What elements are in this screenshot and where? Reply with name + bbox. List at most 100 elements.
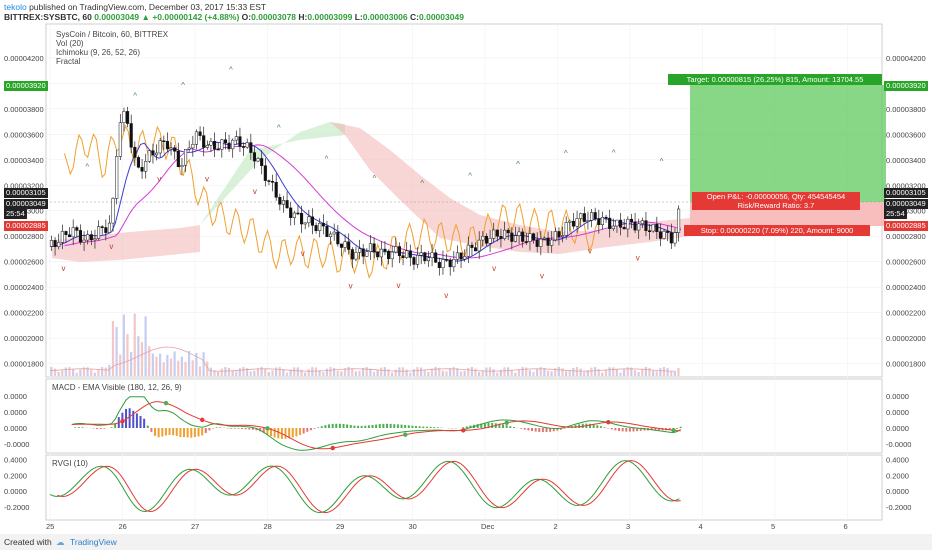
volume-bar bbox=[162, 362, 165, 376]
macd-histogram-bar bbox=[433, 427, 436, 428]
volume-bar bbox=[220, 368, 223, 376]
macd-histogram-bar bbox=[509, 426, 512, 428]
volume-bar bbox=[677, 367, 680, 376]
target-zone[interactable] bbox=[690, 85, 886, 202]
macd-histogram-bar bbox=[190, 428, 193, 438]
macd-histogram-bar bbox=[157, 428, 160, 438]
candle-down bbox=[140, 167, 144, 172]
price-tick-label-right: 0.00002600 bbox=[886, 258, 926, 267]
candle-up bbox=[441, 259, 445, 268]
macd-cross-markers bbox=[120, 400, 676, 451]
volume-ma-line bbox=[49, 346, 674, 372]
volume-bar bbox=[82, 367, 86, 376]
candle-up bbox=[318, 223, 322, 231]
macd-histogram-bar bbox=[676, 428, 679, 429]
volume-bar bbox=[528, 370, 531, 376]
macd-histogram-bar bbox=[219, 427, 222, 428]
candle-up bbox=[155, 152, 159, 156]
macd-histogram-bar bbox=[251, 428, 254, 430]
candle-down bbox=[448, 259, 452, 268]
volume-bar bbox=[517, 369, 521, 376]
macd-histogram-bar bbox=[128, 408, 131, 428]
macd-histogram-bar bbox=[462, 427, 465, 428]
macd-histogram-bar bbox=[589, 423, 592, 428]
fractal-down-icon: v bbox=[588, 247, 592, 256]
volume-bar bbox=[278, 367, 281, 376]
pnl-label: Open P&L: -0.00000056, Qty: 454545454 bbox=[706, 192, 846, 201]
legend-vol[interactable]: Vol (20) bbox=[56, 39, 84, 48]
macd-histogram-bar bbox=[150, 428, 153, 432]
macd-histogram-bar bbox=[382, 423, 385, 428]
volume-bar bbox=[325, 368, 328, 376]
volume-bar bbox=[416, 367, 419, 376]
volume-bar bbox=[659, 368, 662, 376]
candle-up bbox=[354, 252, 358, 260]
volume-bar bbox=[101, 367, 104, 376]
candle-down bbox=[387, 250, 391, 260]
tradingview-brand-link[interactable]: TradingView bbox=[70, 537, 117, 547]
macd-cross-marker bbox=[330, 445, 335, 451]
fractal-down-icon: v bbox=[396, 281, 400, 290]
macd-histogram-bar bbox=[386, 423, 389, 428]
legend-fractal[interactable]: Fractal bbox=[56, 57, 81, 66]
legend-ichimoku[interactable]: Ichimoku (9, 26, 52, 26) bbox=[56, 48, 141, 57]
fractal-down-icon: v bbox=[444, 291, 448, 300]
candle-up bbox=[568, 220, 572, 223]
volume-bar bbox=[57, 372, 60, 376]
volume-bar bbox=[583, 372, 586, 376]
candle-down bbox=[648, 230, 652, 232]
volume-bar bbox=[572, 367, 575, 376]
macd-histogram-bar bbox=[491, 422, 494, 428]
volume-bar bbox=[380, 367, 383, 376]
last-price-tag-right: 0.00003105 bbox=[884, 188, 928, 198]
volume-bars bbox=[50, 313, 680, 376]
candle-up bbox=[292, 212, 296, 218]
macd-histogram-bar bbox=[618, 428, 621, 431]
price-tick-label-right: 0.00002000 bbox=[886, 334, 926, 343]
macd-title[interactable]: MACD - EMA Visible (180, 12, 26, 9) bbox=[52, 383, 182, 392]
fractal-up-icon: ^ bbox=[181, 81, 185, 90]
price-tick-label-right: 0.00002800 bbox=[886, 232, 926, 241]
candle-down bbox=[151, 150, 155, 156]
rvgi-title[interactable]: RVGI (10) bbox=[52, 459, 88, 468]
macd-histogram-bar bbox=[248, 428, 251, 430]
volume-bar bbox=[347, 367, 350, 376]
fractal-down-icon: v bbox=[62, 264, 66, 273]
macd-histogram-bar bbox=[132, 410, 135, 428]
author-link[interactable]: tekolo bbox=[4, 2, 27, 12]
macd-histogram-bar bbox=[469, 425, 472, 428]
volume-bar bbox=[615, 369, 618, 376]
candle-down bbox=[75, 227, 79, 231]
price-change: +0.00000142 (+4.88%) bbox=[152, 12, 240, 22]
macd-pane-frame bbox=[45, 378, 883, 454]
macd-histogram-bar bbox=[541, 428, 544, 433]
candle-down bbox=[571, 220, 576, 227]
volume-bar bbox=[474, 368, 477, 376]
time-tick-label: 28 bbox=[264, 522, 272, 531]
macd-histogram-bar bbox=[96, 428, 99, 429]
macd-histogram-bar bbox=[531, 428, 534, 432]
volume-bar bbox=[507, 367, 510, 376]
macd-histogram-bar bbox=[650, 428, 653, 431]
macd-histogram-bar bbox=[407, 425, 410, 428]
price-tick-label-left: 0.00002000 bbox=[4, 334, 44, 343]
last-price: 0.00003049 bbox=[94, 12, 140, 22]
macd-cross-marker bbox=[671, 428, 676, 433]
macd-histogram-bar bbox=[273, 428, 276, 438]
volume-bar bbox=[666, 368, 669, 376]
volume-bar bbox=[652, 370, 655, 376]
volume-bar bbox=[271, 370, 274, 376]
macd-histogram-bar bbox=[628, 428, 631, 432]
volume-bar bbox=[510, 369, 513, 376]
candle-up bbox=[426, 257, 430, 262]
volume-bar bbox=[322, 372, 325, 376]
time-tick-label: 26 bbox=[119, 522, 127, 531]
macd-histogram-bar bbox=[603, 427, 606, 428]
volume-bar bbox=[275, 367, 278, 376]
macd-signal-line bbox=[71, 401, 681, 450]
rvgi-line bbox=[49, 460, 680, 514]
candle-down bbox=[100, 226, 104, 228]
candle-up bbox=[191, 144, 195, 149]
volume-bar bbox=[612, 367, 615, 376]
